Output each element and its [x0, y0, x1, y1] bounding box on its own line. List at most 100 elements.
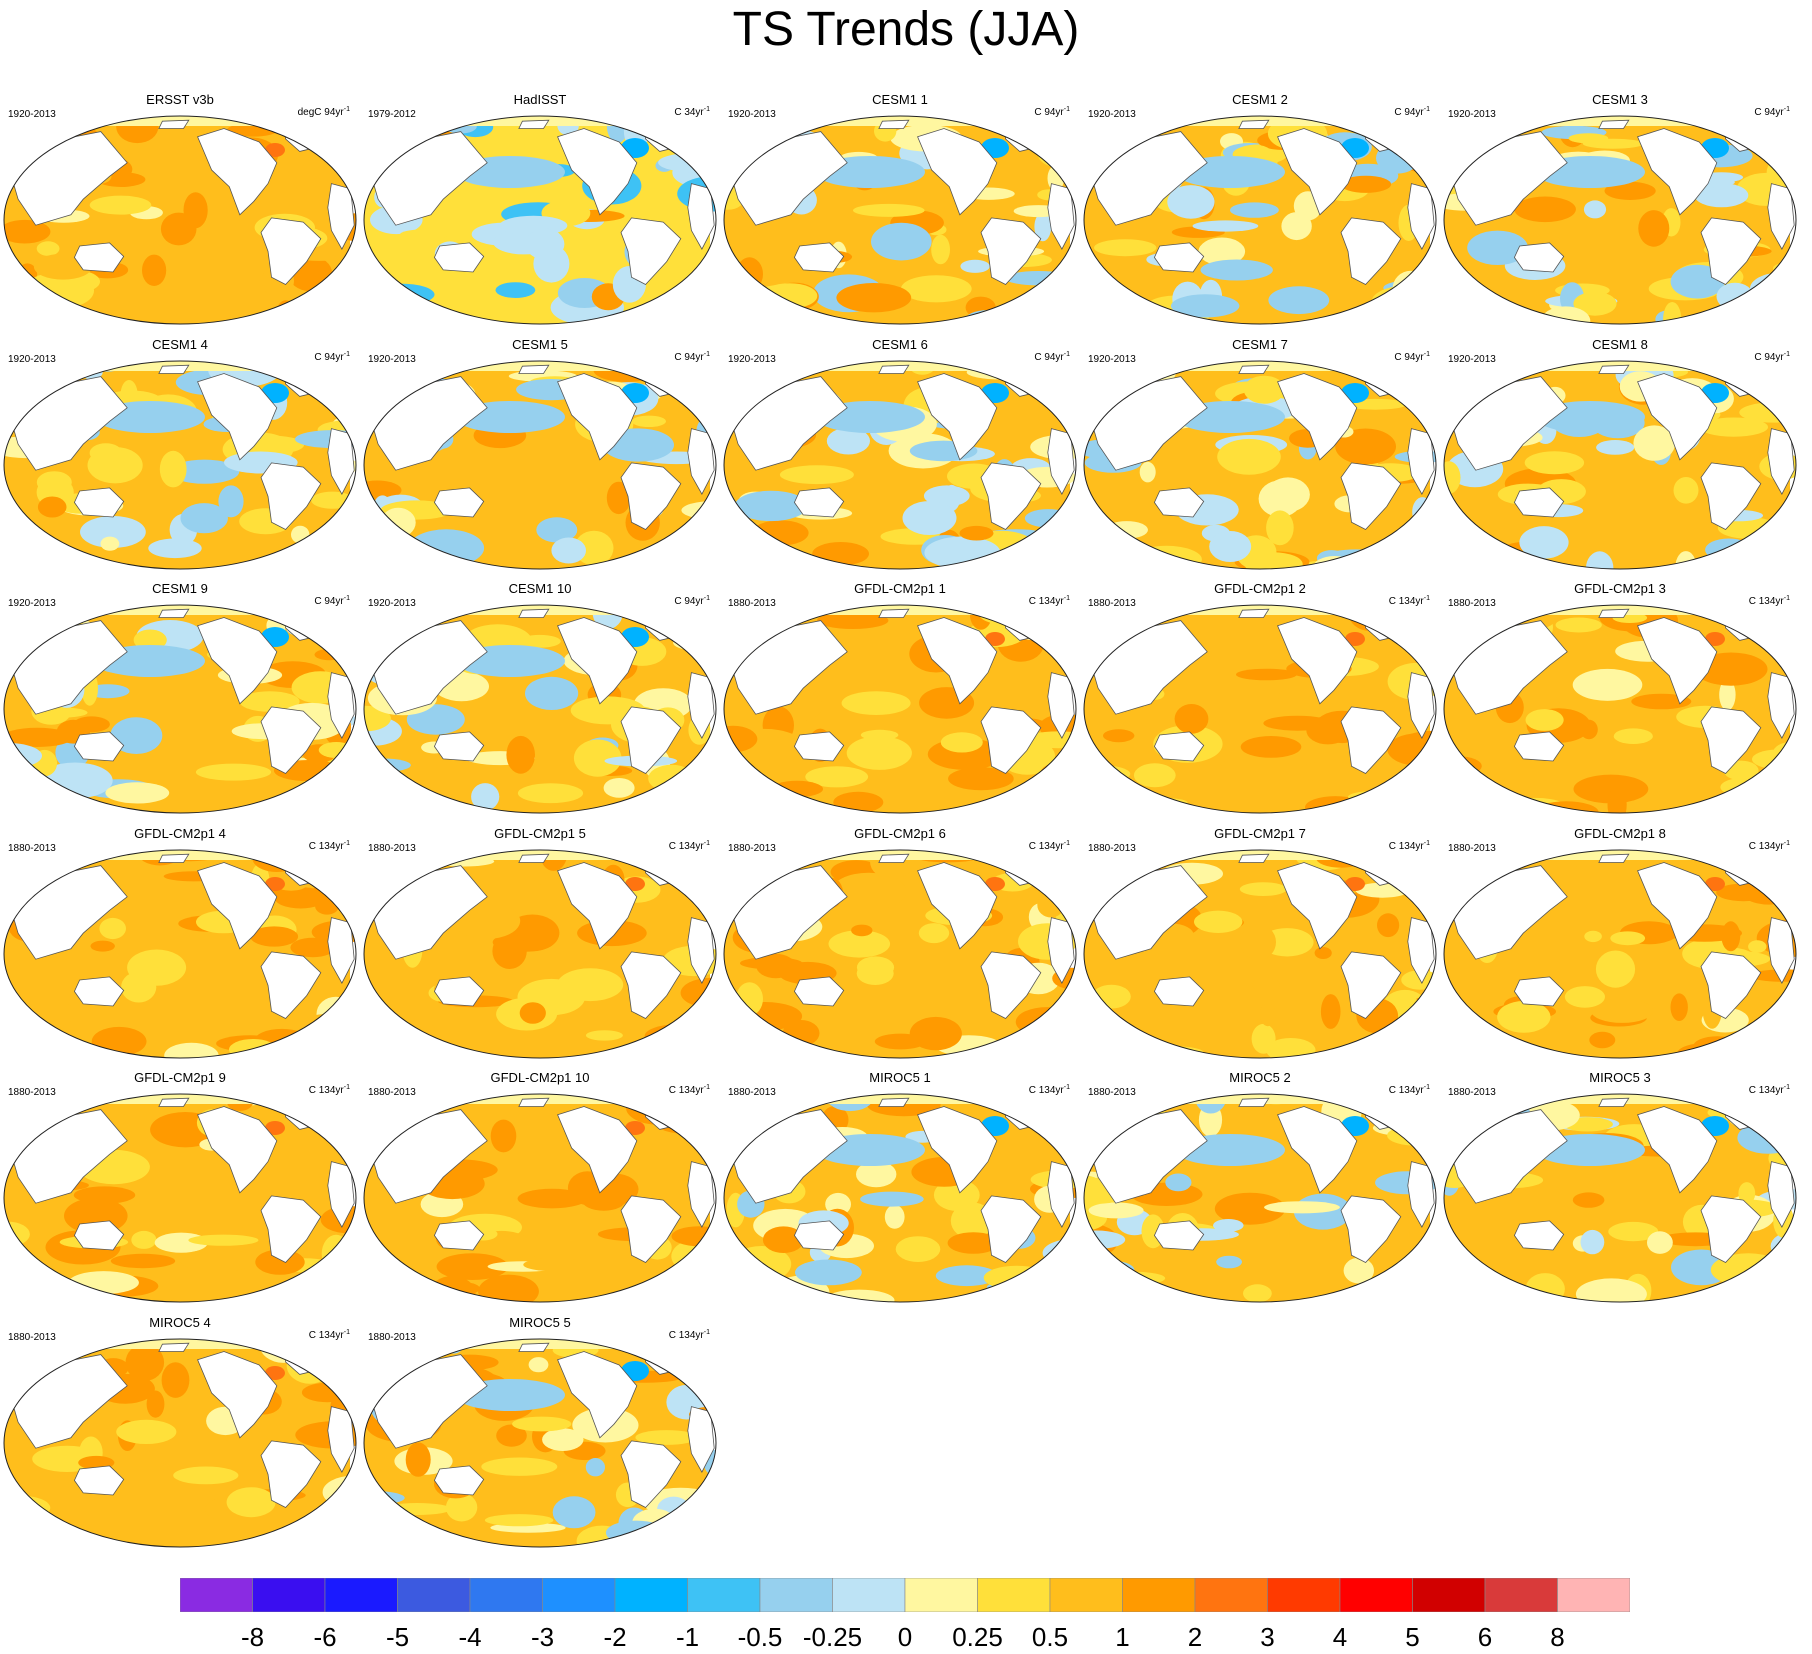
panel-period: 1920-2013: [368, 353, 416, 365]
colorbar-tick-label: -0.25: [802, 1622, 863, 1652]
continent: [1238, 608, 1270, 618]
continent: [158, 1097, 190, 1107]
map-panel: CESM1 6 1920-2013 C 94yr-1: [720, 337, 1080, 573]
trend-field: [4, 360, 356, 569]
figure-title: TS Trends (JJA): [732, 3, 1080, 56]
continent: [1340, 217, 1402, 285]
continent: [1277, 128, 1358, 216]
continent: [1238, 853, 1270, 863]
world-map: [3, 1338, 357, 1547]
map-outline: [1443, 849, 1797, 1058]
panel-title: CESM1 6: [872, 336, 928, 352]
map-outline: [1083, 360, 1437, 569]
trend-field: [364, 360, 716, 569]
world-map: [1083, 849, 1437, 1058]
colorbar-tick-label: 0.5: [1031, 1622, 1069, 1652]
panel-period: 1920-2013: [8, 598, 56, 609]
continent: [260, 706, 322, 774]
continent: [1637, 861, 1718, 950]
continent: [557, 617, 638, 705]
panel-units: C 134yr-1: [308, 1084, 350, 1096]
continent: [518, 364, 550, 374]
panel-period: 1880-2013: [368, 1331, 416, 1343]
panel-title: MIROC5 4: [149, 1314, 211, 1330]
continent: [433, 1464, 485, 1495]
continent: [197, 1350, 278, 1439]
continent: [557, 861, 638, 950]
panel-period: 1920-2013: [8, 109, 56, 120]
continent: [1598, 853, 1630, 863]
colorbar-bin: [180, 1578, 253, 1612]
map-panel: GFDL-CM2p1 8 1880-2013 C 134yr-1: [1440, 826, 1800, 1062]
continent: [620, 217, 682, 285]
world-map: [1443, 849, 1797, 1058]
panel-title: CESM1 10: [508, 581, 572, 596]
panel-period: 1880-2013: [1088, 1087, 1136, 1098]
continent: [1513, 242, 1565, 273]
panel-units: C 94yr-1: [314, 595, 350, 607]
continent: [433, 242, 485, 273]
map-panel: GFDL-CM2p1 9 1880-2013 C 134yr-1: [0, 1070, 360, 1306]
continent: [1700, 1195, 1762, 1263]
colorbar-bin: [904, 1578, 978, 1612]
continent: [1637, 128, 1718, 216]
trend-field: [1084, 116, 1436, 324]
panel-period: 1920-2013: [8, 353, 56, 365]
panel-period: 1920-2013: [1448, 109, 1496, 120]
world-map: [363, 1093, 717, 1303]
map-panel: GFDL-CM2p1 7 1880-2013 C 134yr-1: [1080, 826, 1440, 1062]
panel-units: C 134yr-1: [1028, 1084, 1070, 1096]
panel-period: 1880-2013: [368, 1087, 416, 1098]
colorbar-bin: [1557, 1578, 1630, 1612]
continent: [917, 1106, 998, 1194]
map-outline: [1443, 115, 1797, 325]
continent: [1513, 731, 1565, 762]
continent: [1340, 461, 1402, 530]
panel-units: C 134yr-1: [1028, 839, 1070, 852]
panel-period: 1880-2013: [1088, 598, 1136, 609]
map-outline: [3, 1338, 357, 1547]
panel-units: C 134yr-1: [668, 839, 710, 852]
panel-title: GFDL-CM2p1 5: [494, 825, 586, 841]
map-outline: [3, 1093, 357, 1303]
map-outline: [363, 604, 717, 814]
panel-units: C 134yr-1: [668, 1328, 710, 1341]
map-outline: [1443, 604, 1797, 814]
colorbar-bin: [542, 1578, 616, 1612]
continent: [158, 853, 190, 863]
continent: [73, 731, 125, 762]
trend-field: [1444, 116, 1796, 324]
panel-title: CESM1 9: [152, 581, 208, 596]
panel-title: GFDL-CM2p1 4: [134, 825, 226, 841]
continent: [878, 608, 910, 618]
continent: [433, 731, 485, 762]
panel-title: CESM1 7: [1232, 336, 1288, 352]
colorbar-tick-label: -1: [675, 1622, 700, 1652]
map-outline: [3, 604, 357, 814]
world-map: [723, 604, 1077, 814]
panel-period: 1880-2013: [1088, 842, 1136, 854]
map-panel: CESM1 1 1920-2013 C 94yr-1: [720, 92, 1080, 328]
continent: [980, 461, 1042, 530]
map-outline: [363, 1338, 717, 1547]
panel-title: GFDL-CM2p1 9: [134, 1070, 226, 1085]
trend-field: [1084, 360, 1436, 569]
map-panel: GFDL-CM2p1 5 1880-2013 C 134yr-1: [360, 826, 720, 1062]
panel-title: GFDL-CM2p1 7: [1214, 825, 1306, 841]
map-panel: CESM1 10 1920-2013 C 94yr-1: [360, 581, 720, 817]
continent: [1340, 1195, 1402, 1263]
world-map: [1083, 115, 1437, 325]
colorbar-tick-label: -4: [458, 1622, 482, 1652]
trend-field: [364, 1094, 716, 1302]
continent: [793, 1220, 845, 1251]
map-outline: [723, 849, 1077, 1058]
continent: [433, 975, 485, 1006]
map-outline: [723, 115, 1077, 325]
continent: [73, 975, 125, 1006]
continent: [878, 1097, 910, 1107]
trend-field: [4, 605, 356, 813]
colorbar-tick-label: -0.5: [737, 1622, 783, 1652]
panel-units: C 94yr-1: [1754, 350, 1790, 363]
colorbar-tick-label: -3: [530, 1622, 555, 1652]
continent: [1637, 617, 1718, 705]
